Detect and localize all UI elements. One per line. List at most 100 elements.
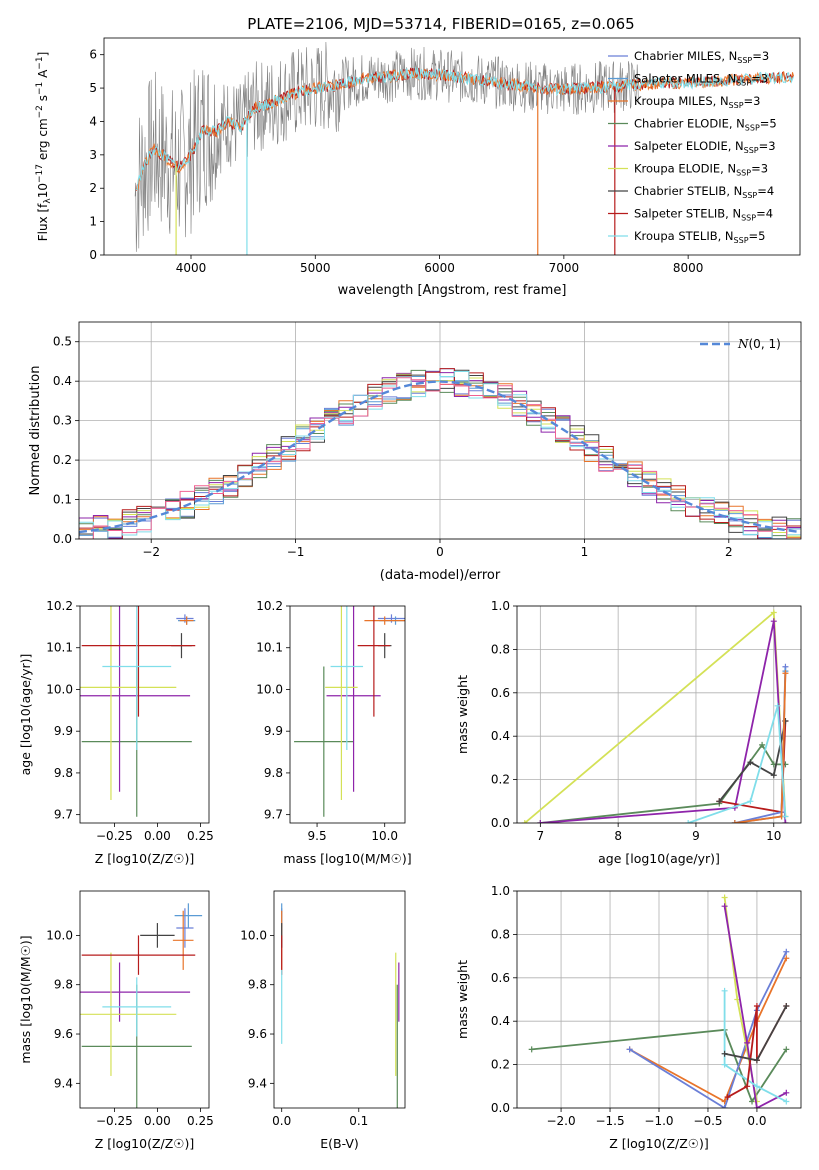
legend-entry-suffix: =4 — [756, 207, 773, 221]
errorbar-point — [179, 616, 194, 625]
y-tick-label: 9.8 — [54, 766, 73, 780]
x-tick-label: 0.0 — [747, 1114, 766, 1128]
errorbar-point — [377, 614, 405, 623]
legend-entry-args: (0, 1) — [749, 337, 781, 351]
y-tick-label: 0.1 — [53, 493, 72, 507]
x-tick-label: 8 — [614, 829, 622, 843]
y-tick-label: 10.0 — [240, 928, 267, 942]
y-axis-label: age [log10(age/yr)] — [18, 654, 33, 776]
errorbar-point — [330, 606, 364, 750]
x-tick-label: −1 — [287, 545, 305, 559]
x-tick-label: 0.25 — [187, 829, 214, 843]
y-axis-label: Flux [fλ10−17 erg cm−2 s−1 A−1] — [35, 52, 53, 242]
x-tick-label: 0.1 — [349, 1114, 368, 1128]
mass-vs-ebv-panel: 0.0 0.1 9.4 9.6 9.8 10.0 E(B-V) — [240, 890, 406, 1151]
weight-point-marker — [721, 1061, 728, 1068]
legend-entry-suffix: =5 — [760, 117, 777, 131]
histogram-step-line — [79, 371, 801, 539]
x-tick-label: 0.00 — [144, 829, 171, 843]
y-tick-label: 0.8 — [491, 927, 510, 941]
weight-point-marker — [783, 955, 790, 962]
weight-point-marker — [783, 1098, 790, 1105]
y-tick-label: 10.0 — [256, 682, 283, 696]
weight-lines — [521, 609, 789, 823]
y-tick-label: 4 — [89, 114, 97, 128]
errorbar-point — [102, 977, 172, 1037]
weight-point-marker — [721, 1105, 728, 1108]
x-tick-label: −2.0 — [546, 1114, 575, 1128]
x-tick-label: −1.0 — [644, 1114, 673, 1128]
weight-lines — [528, 894, 790, 1108]
x-tick-label: 9 — [692, 829, 700, 843]
legend-entry-suffix: =5 — [749, 229, 766, 243]
model-spectrum-line — [135, 67, 794, 191]
weight-point-marker — [721, 1050, 728, 1057]
axes-frame — [103, 37, 801, 256]
y-tick-label: 0.4 — [491, 729, 510, 743]
weight-point-marker — [782, 813, 789, 820]
legend-entry-sub: SSP — [737, 56, 752, 65]
y-tick-label: 9.8 — [264, 766, 283, 780]
y-tick-label: 1.0 — [491, 599, 510, 613]
y-axis-label: mass [log10(M/M☉)] — [18, 935, 33, 1063]
y-tick-label: 0.0 — [53, 532, 72, 546]
errorbar-point — [80, 952, 177, 1076]
y-tick-label: 5 — [89, 81, 97, 95]
weight-point-marker — [770, 772, 777, 779]
x-tick-label: 4000 — [176, 261, 207, 275]
y-tick-label: 3 — [89, 148, 97, 162]
y-tick-label: 9.9 — [264, 724, 283, 738]
age-vs-mass-panel: 9.5 10.0 9.7 9.8 9.9 10.0 10.1 10.2 mass [log10(… — [256, 599, 411, 866]
errorbar-point — [364, 616, 405, 625]
y-tick-label: 9.7 — [54, 808, 73, 822]
legend-entry: Chabrier ELODIE, NSSP=5 — [634, 117, 777, 133]
errorbar-marks — [80, 903, 203, 1108]
y-axis-label: Normed distribution — [28, 366, 43, 496]
x-axis-label: Z [log10(Z/Z☉)] — [95, 1136, 195, 1151]
errorbar-point — [80, 962, 191, 1022]
legend-entry: Kroupa ELODIE, NSSP=3 — [634, 162, 768, 178]
y-tick-label: 0.6 — [491, 686, 510, 700]
axes-frame — [273, 890, 406, 1109]
figure-title: PLATE=2106, MJD=53714, FIBERID=0165, z=0… — [247, 15, 634, 33]
errorbar-point — [80, 606, 177, 801]
y-tick-label: 0.0 — [491, 816, 510, 830]
weight-point-marker — [747, 759, 754, 766]
y-tick-label: 9.4 — [54, 1076, 73, 1090]
weight-point-marker — [783, 948, 790, 955]
y-axis-label-part: −1 — [35, 82, 45, 95]
legend-entry-sub: SSP — [734, 236, 749, 245]
y-tick-label: 0.2 — [53, 453, 72, 467]
y-tick-label: 1.0 — [491, 884, 510, 898]
y-axis-label-part: −17 — [35, 164, 45, 183]
errorbar-point — [176, 908, 194, 948]
weight-series-line — [687, 705, 787, 823]
x-axis-label: age [log10(age/yr)] — [598, 851, 720, 866]
weight-point-marker — [721, 903, 728, 910]
weight-point-marker — [731, 820, 738, 823]
x-tick-label: 0.0 — [272, 1114, 291, 1128]
y-tick-label: 0.5 — [53, 335, 72, 349]
legend-entry-base: Kroupa ELODIE, N — [634, 162, 736, 176]
y-tick-label: 9.8 — [54, 978, 73, 992]
weight-point-marker — [721, 987, 728, 994]
errorbar-point — [81, 935, 196, 975]
legend-entry-base: Chabrier MILES, N — [634, 49, 737, 63]
axes-frame — [78, 321, 802, 540]
weight-point-marker — [783, 1089, 790, 1096]
legend-entry-sub: SSP — [736, 79, 751, 88]
y-axis-label-part: −2 — [35, 105, 45, 118]
legend-entry-base: Chabrier STELIB, N — [634, 184, 742, 198]
weight-point-marker — [685, 820, 692, 823]
x-axis-label: E(B-V) — [320, 1136, 359, 1151]
weight-point-marker — [721, 894, 728, 901]
legend-entry: Salpeter STELIB, NSSP=4 — [634, 207, 773, 223]
y-tick-label: 0.2 — [491, 1058, 510, 1072]
legend-entry-base: Salpeter MILES, N — [634, 72, 736, 86]
x-tick-label: 6000 — [424, 261, 455, 275]
legend-entry-suffix: =3 — [752, 49, 769, 63]
errorbar-point — [326, 606, 381, 792]
weight-series-line — [723, 990, 787, 1103]
y-tick-label: 2 — [89, 181, 97, 195]
